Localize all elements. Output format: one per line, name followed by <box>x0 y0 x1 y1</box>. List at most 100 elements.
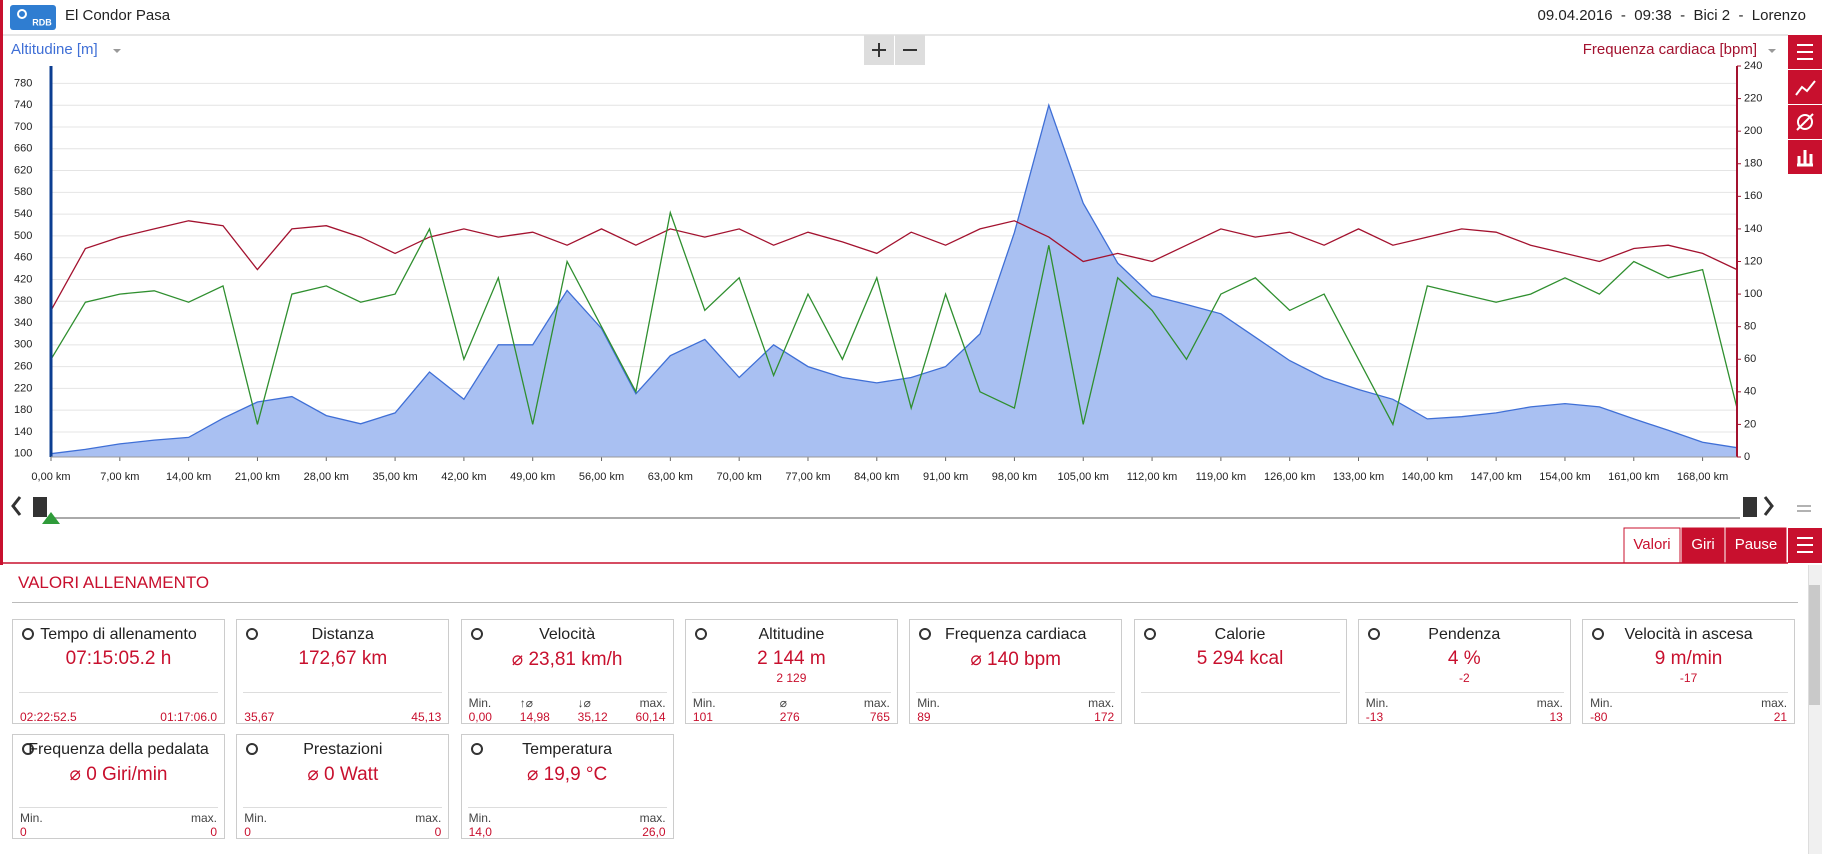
card-value: 07:15:05.2 h <box>65 648 172 669</box>
card-separator <box>243 807 443 808</box>
line-chart-button[interactable] <box>1788 70 1822 104</box>
y-tick-label: 220 <box>14 382 32 394</box>
stat-value: 26,0 <box>642 825 666 839</box>
stat: 02:22:52.5 <box>20 696 77 724</box>
card-subvalue: 2 129 <box>776 671 807 685</box>
icon-shape <box>470 628 483 640</box>
right-axis-title[interactable]: Frequenza cardiaca [bpm] <box>1583 41 1757 58</box>
values-panel: VALORI ALLENAMENTO Tempo di allenamento 0… <box>0 565 1822 854</box>
tab[interactable] <box>1623 527 1681 564</box>
zoom-in-icon <box>872 43 886 57</box>
left-border <box>0 0 3 565</box>
y-tick-label: 660 <box>14 143 32 155</box>
card-subvalue: -2 <box>1458 671 1470 685</box>
x-tick-label: 91,00 km <box>923 471 968 483</box>
dropdown-arrow[interactable] <box>1768 49 1776 53</box>
card-icon <box>246 743 259 755</box>
stat-label: Min. <box>1365 696 1389 710</box>
x-tick-label: 154,00 km <box>1539 471 1590 483</box>
y-tick-label: 540 <box>14 208 32 220</box>
stat: Min. -80 <box>1590 696 1613 724</box>
card-icon <box>919 628 932 640</box>
stat-label: Min. <box>468 696 492 710</box>
slider-handle[interactable] <box>33 497 47 517</box>
stat-label-space <box>160 696 217 710</box>
x-tick-label: 84,00 km <box>854 471 899 483</box>
y2-tick-label: 180 <box>1744 158 1762 170</box>
x-tick-label: 0,00 km <box>31 471 70 483</box>
sidebar <box>1788 35 1822 174</box>
stat-value: 13 <box>1549 710 1563 724</box>
y2-tick-label: 20 <box>1744 418 1756 430</box>
card-value: ⌀ 0 Watt <box>307 764 379 785</box>
stat-value: 14,0 <box>468 825 492 839</box>
slider-menu[interactable] <box>1797 505 1811 512</box>
slider-handle[interactable] <box>1743 497 1757 517</box>
stat-value: -80 <box>1590 710 1608 724</box>
icon-shape <box>22 743 34 755</box>
x-tick-label: 126,00 km <box>1264 471 1315 483</box>
stat-label: Min. <box>244 811 267 825</box>
metric-card: Prestazioni ⌀ 0 Watt Min. 0 max. 0 <box>236 734 450 839</box>
card-value: ⌀ 19,9 °C <box>526 764 608 785</box>
card-stats: Min. -80 max. 21 <box>1590 696 1787 724</box>
icon-shape <box>246 628 259 640</box>
logo-text: RDB <box>32 17 52 27</box>
stat: Min. 101 <box>693 696 716 724</box>
card-subvalue: -17 <box>1679 671 1698 685</box>
stat-label: Min. <box>917 696 940 710</box>
stat-label: max. <box>639 696 666 710</box>
metric-card: Temperatura ⌀ 19,9 °C Min. 14,0 max. 26,0 <box>460 734 674 839</box>
tab-label[interactable]: Pause <box>1735 536 1778 553</box>
stat-label: max. <box>1761 696 1788 710</box>
metric-card: Velocità in ascesa 9 m/min -17 Min. -80 max. 2… <box>1582 619 1796 724</box>
tab[interactable] <box>1681 527 1725 564</box>
stat: max. 26,0 <box>640 811 666 839</box>
x-tick-label: 140,00 km <box>1402 471 1453 483</box>
card-icon <box>22 743 34 755</box>
stat-value: 0 <box>20 825 27 839</box>
card-value: ⌀ 0 Giri/min <box>69 764 168 785</box>
line <box>50 103 1738 455</box>
card-icon <box>246 628 259 640</box>
card-separator <box>1589 692 1789 693</box>
y-tick-label: 300 <box>14 339 32 351</box>
header-title: El Condor Pasa <box>65 7 171 24</box>
card-value: ⌀ 23,81 km/h <box>511 649 623 670</box>
stat-label: Min. <box>692 696 716 710</box>
icon-shape <box>470 743 483 755</box>
stat: max. 13 <box>1537 696 1563 724</box>
dropdown-arrow[interactable] <box>113 49 121 53</box>
logo[interactable] <box>10 5 56 30</box>
y2-tick-label: 140 <box>1744 223 1762 235</box>
stat-value: 0 <box>434 825 442 839</box>
stat: max. 765 <box>864 696 890 724</box>
y-tick-label: 140 <box>14 426 32 438</box>
tab[interactable] <box>1725 527 1787 564</box>
tab-label[interactable]: Valori <box>1633 536 1670 553</box>
range-slider[interactable] <box>11 496 1811 524</box>
stat-label: max. <box>639 811 666 825</box>
stat: ↓⌀ 35,12 <box>578 696 608 724</box>
x-tick-label: 14,00 km <box>166 471 211 483</box>
card-title: Calorie <box>1214 626 1266 643</box>
stat-value: 172 <box>1094 710 1115 724</box>
menu-icon <box>1797 537 1813 553</box>
stat-value: 0,00 <box>468 710 492 724</box>
stat-value: 01:17:06.0 <box>160 710 217 724</box>
average-icon <box>1797 114 1813 130</box>
scroll-thumb[interactable] <box>1809 585 1820 705</box>
left-axis-title[interactable]: Altitudine [m] <box>11 41 98 58</box>
card-stats: Min. 0 max. 0 <box>20 811 217 839</box>
slider-marker[interactable] <box>42 512 60 524</box>
stat-label-space <box>20 696 77 710</box>
x-tick-label: 42,00 km <box>441 471 486 483</box>
y-tick-label: 180 <box>14 404 32 416</box>
slider-left[interactable] <box>11 496 22 516</box>
stat-value: 765 <box>869 710 890 724</box>
y2-tick-label: 220 <box>1744 92 1762 104</box>
card-stats: Min. 101 ⌀ 276 max. 765 <box>693 696 890 724</box>
tab-label[interactable]: Giri <box>1691 536 1714 553</box>
icon-shape <box>694 628 707 640</box>
slider-right[interactable] <box>1763 496 1774 516</box>
